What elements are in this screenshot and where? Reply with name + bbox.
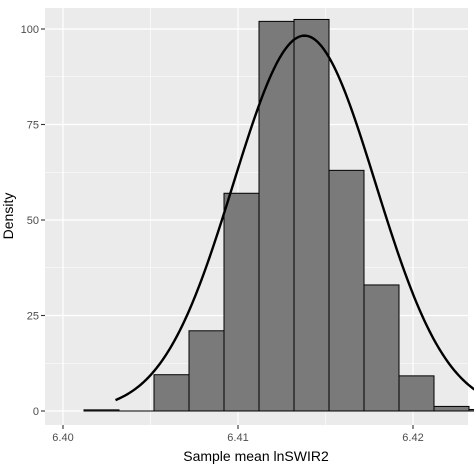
y-tick-label: 25: [27, 311, 39, 323]
x-tick-label: 6.42: [402, 432, 423, 444]
y-axis-ticks: 0 25 50 75 100: [21, 24, 45, 418]
histogram-bar: [328, 169, 365, 412]
histogram-bar: [468, 408, 474, 412]
y-tick-label: 100: [21, 24, 39, 36]
y-tick-label: 50: [27, 215, 39, 227]
histogram-bars: [83, 18, 474, 412]
x-tick-label: 6.41: [227, 432, 248, 444]
x-axis-title: Sample mean lnSWIR2: [183, 448, 329, 464]
histogram-bar: [293, 18, 330, 412]
histogram-bar: [363, 284, 400, 412]
histogram-bar: [188, 330, 225, 412]
histogram-bar: [398, 375, 435, 412]
x-axis-ticks: 6.406.416.426.43: [52, 425, 424, 444]
density-curve: [115, 34, 474, 402]
histogram-bar: [258, 20, 295, 412]
histogram-bar: [433, 405, 470, 412]
x-tick-label: 6.40: [52, 432, 73, 444]
histogram-bar: [153, 374, 190, 412]
y-tick-label: 0: [33, 406, 39, 418]
y-axis-title: Density: [0, 193, 16, 240]
histogram-bar: [223, 192, 260, 412]
histogram-bar: [83, 409, 120, 412]
y-tick-label: 75: [27, 120, 39, 132]
